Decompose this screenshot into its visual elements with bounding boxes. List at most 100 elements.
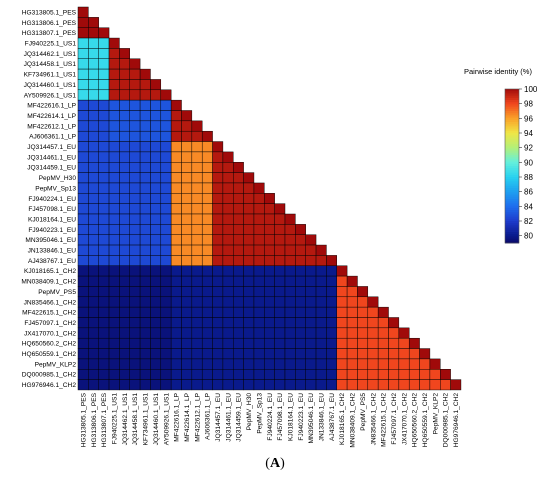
heatmap-cell [264,306,275,318]
heatmap-cell [77,48,89,59]
heatmap-cell [295,234,306,246]
heatmap-cell [233,162,244,173]
heatmap-cell [119,234,130,246]
heatmap-cell [284,244,296,256]
heatmap-cell [264,213,275,225]
column-label: HG976946.1_CH2 [453,393,460,448]
heatmap-cell [222,234,234,246]
heatmap-cell [305,348,317,360]
heatmap-cell [129,203,141,215]
heatmap-cell [284,224,296,235]
heatmap-cell [119,348,130,360]
heatmap-cell [264,203,275,215]
heatmap-cell [233,286,244,298]
heatmap-cell [139,286,151,298]
heatmap-cell [139,213,151,225]
heatmap-cell [315,358,327,370]
heatmap-cell [129,172,141,184]
heatmap-cell [160,172,172,184]
heatmap-cell [367,327,379,339]
heatmap-cell [191,224,203,235]
heatmap-cell [129,58,141,70]
heatmap-cell [181,224,193,235]
heatmap-cell [98,162,110,173]
heatmap-cell [274,327,286,339]
heatmap-cell [326,348,337,360]
heatmap-cell [129,99,141,111]
heatmap-cell [191,296,203,308]
heatmap-cell [181,182,193,194]
heatmap-cell [129,79,141,91]
heatmap-cell [243,306,255,318]
heatmap-cell [274,317,286,329]
heatmap-cell [346,286,358,298]
heatmap-cell [315,275,327,287]
heatmap-cell [201,296,213,308]
heatmap-cell [440,369,451,380]
heatmap-cell [212,296,224,308]
heatmap-cell [150,296,162,308]
heatmap-cell [170,193,182,204]
heatmap-cell [98,203,110,215]
heatmap-cell [170,110,182,122]
heatmap-cell [119,48,130,59]
heatmap-cell [108,99,120,111]
heatmap-cell [119,244,130,256]
heatmap-cell [388,379,400,391]
heatmap-cell [88,141,99,153]
legend-color-step [505,130,519,134]
heatmap-cell [305,306,317,318]
legend-tick-label: 88 [524,173,533,182]
legend-color-step [505,205,519,209]
heatmap-cell [170,275,182,287]
heatmap-cell [119,379,130,391]
heatmap-cell [284,296,296,308]
row-label: AJ606361.1_LP [29,134,77,141]
heatmap-cell [150,265,162,277]
column-label: FJ940224.1_EU [267,393,274,441]
heatmap-cell [243,369,255,380]
heatmap-cell [336,286,348,298]
heatmap-cell [253,255,265,266]
heatmap-cell [222,317,234,329]
heatmap-cell [150,244,162,256]
heatmap-cell [274,265,286,277]
legend-color-step [505,168,519,171]
legend-color-step [505,218,519,222]
heatmap-cell [201,244,213,256]
heatmap-cell [77,337,89,349]
heatmap-cell [284,286,296,298]
column-label: JQ314457.1_EU [215,393,222,442]
heatmap-cell [98,348,110,360]
heatmap-cell [108,79,120,91]
heatmap-cell [243,296,255,308]
heatmap-cell [129,120,141,132]
heatmap-cell [150,182,162,194]
heatmap-cell [222,193,234,204]
heatmap-cell [274,348,286,360]
heatmap-cell [222,286,234,298]
heatmap-cell [336,275,348,287]
heatmap-cell [284,348,296,360]
heatmap-cell [284,379,296,391]
heatmap-cell [253,275,265,287]
heatmap-cell [191,162,203,173]
legend-color-step [505,115,519,118]
panel-label-letter: A [269,456,281,471]
color-legend: Pairwise identity (%) 100 98 96 94 92 90 88 86 8… [464,67,538,244]
heatmap-cell [129,151,141,163]
heatmap-cell [222,275,234,287]
heatmap-cell [98,317,110,329]
legend-color-step [505,185,519,189]
heatmap-cell [170,99,182,111]
heatmap-cell [191,379,203,391]
column-label: JX417070.1_CH2 [401,393,408,445]
heatmap-cell [222,151,234,163]
heatmap-cell [212,244,224,256]
heatmap-cell [181,151,193,163]
row-labels: HG313805.1_PES HG313806.1_PES HG313807.1_P… [21,9,76,389]
heatmap-cell [139,89,151,101]
heatmap-cell [129,348,141,360]
heatmap-cell [191,275,203,287]
legend-color-step [505,183,519,187]
